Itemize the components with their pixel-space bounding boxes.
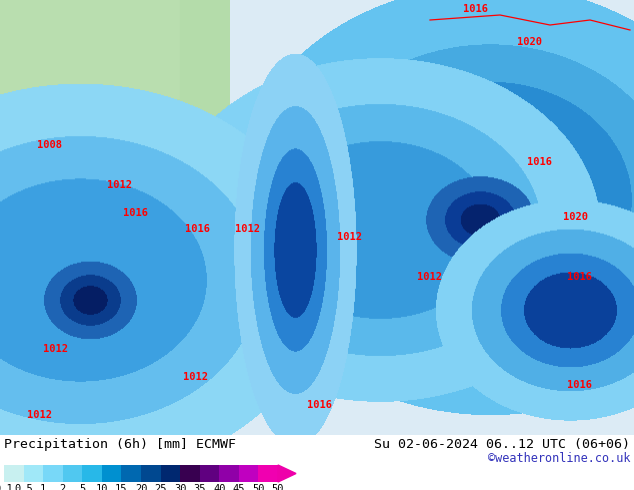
- Text: 40: 40: [213, 484, 226, 490]
- Text: 1016: 1016: [186, 224, 210, 234]
- Text: 1: 1: [40, 484, 46, 490]
- Bar: [63, 465, 82, 482]
- Text: ©weatheronline.co.uk: ©weatheronline.co.uk: [488, 452, 630, 465]
- Bar: [122, 465, 141, 482]
- Bar: [43, 465, 63, 482]
- Text: 1012: 1012: [27, 410, 53, 420]
- Bar: [219, 465, 239, 482]
- Text: 1012: 1012: [337, 232, 363, 242]
- Bar: [180, 465, 200, 482]
- Text: 0.1: 0.1: [0, 484, 13, 490]
- Text: 1020: 1020: [517, 37, 543, 47]
- Bar: [4, 465, 23, 482]
- Bar: [239, 465, 259, 482]
- Text: 10: 10: [96, 484, 108, 490]
- Text: 1012: 1012: [108, 180, 133, 190]
- Bar: [102, 465, 122, 482]
- Text: 15: 15: [115, 484, 127, 490]
- Text: 50: 50: [252, 484, 264, 490]
- Text: 5: 5: [79, 484, 86, 490]
- Bar: [259, 465, 278, 482]
- Text: 45: 45: [233, 484, 245, 490]
- Text: 1016: 1016: [567, 380, 593, 390]
- Text: 25: 25: [154, 484, 167, 490]
- Text: 50: 50: [272, 484, 284, 490]
- Text: 1016: 1016: [567, 272, 593, 282]
- Text: Precipitation (6h) [mm] ECMWF: Precipitation (6h) [mm] ECMWF: [4, 438, 236, 451]
- Text: 1016: 1016: [527, 157, 552, 167]
- Text: 35: 35: [193, 484, 206, 490]
- Text: 1012: 1012: [42, 344, 67, 354]
- Bar: [23, 465, 43, 482]
- Text: 2: 2: [60, 484, 66, 490]
- Bar: [160, 465, 180, 482]
- Text: 20: 20: [135, 484, 147, 490]
- Text: 1020: 1020: [562, 212, 588, 222]
- Text: Su 02-06-2024 06..12 UTC (06+06): Su 02-06-2024 06..12 UTC (06+06): [374, 438, 630, 451]
- Text: 1012: 1012: [418, 272, 443, 282]
- Bar: [200, 465, 219, 482]
- Bar: [141, 465, 160, 482]
- Polygon shape: [278, 465, 296, 482]
- Text: 1012: 1012: [235, 224, 261, 234]
- Text: 1012: 1012: [183, 372, 207, 382]
- Text: 30: 30: [174, 484, 186, 490]
- Text: 1016: 1016: [307, 400, 332, 410]
- Text: 0.5: 0.5: [14, 484, 33, 490]
- Bar: [82, 465, 102, 482]
- Text: 1008: 1008: [37, 140, 63, 150]
- Text: 1016: 1016: [122, 208, 148, 218]
- Text: 1016: 1016: [462, 4, 488, 14]
